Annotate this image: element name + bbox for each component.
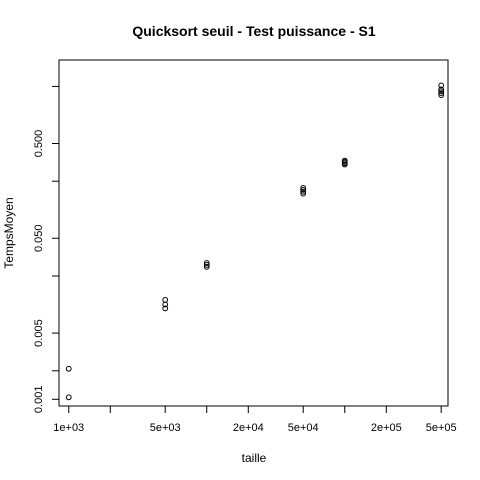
data-point — [203, 261, 210, 268]
data-point — [438, 86, 445, 93]
y-tick-label: 0.005 — [33, 319, 45, 347]
x-tick-label: 5e+05 — [426, 422, 457, 434]
data-point — [65, 365, 72, 372]
plot-frame — [58, 59, 449, 407]
y-axis: 0.001 0.005 0.050 0.500 — [33, 85, 59, 414]
y-tick-label: 0.001 — [33, 386, 45, 414]
data-point — [438, 82, 445, 89]
x-tick-label: 2e+04 — [233, 422, 264, 434]
x-tick-label: 5e+03 — [150, 422, 181, 434]
x-tick-label: 1e+03 — [53, 422, 84, 434]
data-point — [341, 157, 348, 164]
data-point — [300, 186, 307, 193]
y-axis-label: TempsMoyen — [2, 197, 16, 268]
data-point — [300, 184, 307, 191]
data-point — [300, 188, 307, 195]
data-point — [438, 88, 445, 95]
data-point — [438, 90, 445, 97]
x-axis: 1e+03 5e+03 2e+04 5e+04 2e+05 5e+05 — [53, 406, 457, 434]
chart-title: Quicksort seuil - Test puissance - S1 — [132, 23, 375, 39]
data-point — [162, 296, 169, 303]
data-point — [300, 190, 307, 197]
data-point — [438, 92, 445, 98]
data-point — [65, 394, 72, 401]
data-point — [203, 260, 210, 266]
data-point — [203, 263, 210, 270]
x-axis-label: taille — [242, 451, 267, 465]
data-point — [162, 305, 169, 312]
x-tick-label: 5e+04 — [288, 422, 319, 434]
y-tick-label: 0.500 — [33, 130, 45, 158]
x-tick-label: 2e+05 — [371, 422, 402, 434]
data-points — [65, 82, 445, 401]
y-tick-label: 0.050 — [33, 225, 45, 253]
